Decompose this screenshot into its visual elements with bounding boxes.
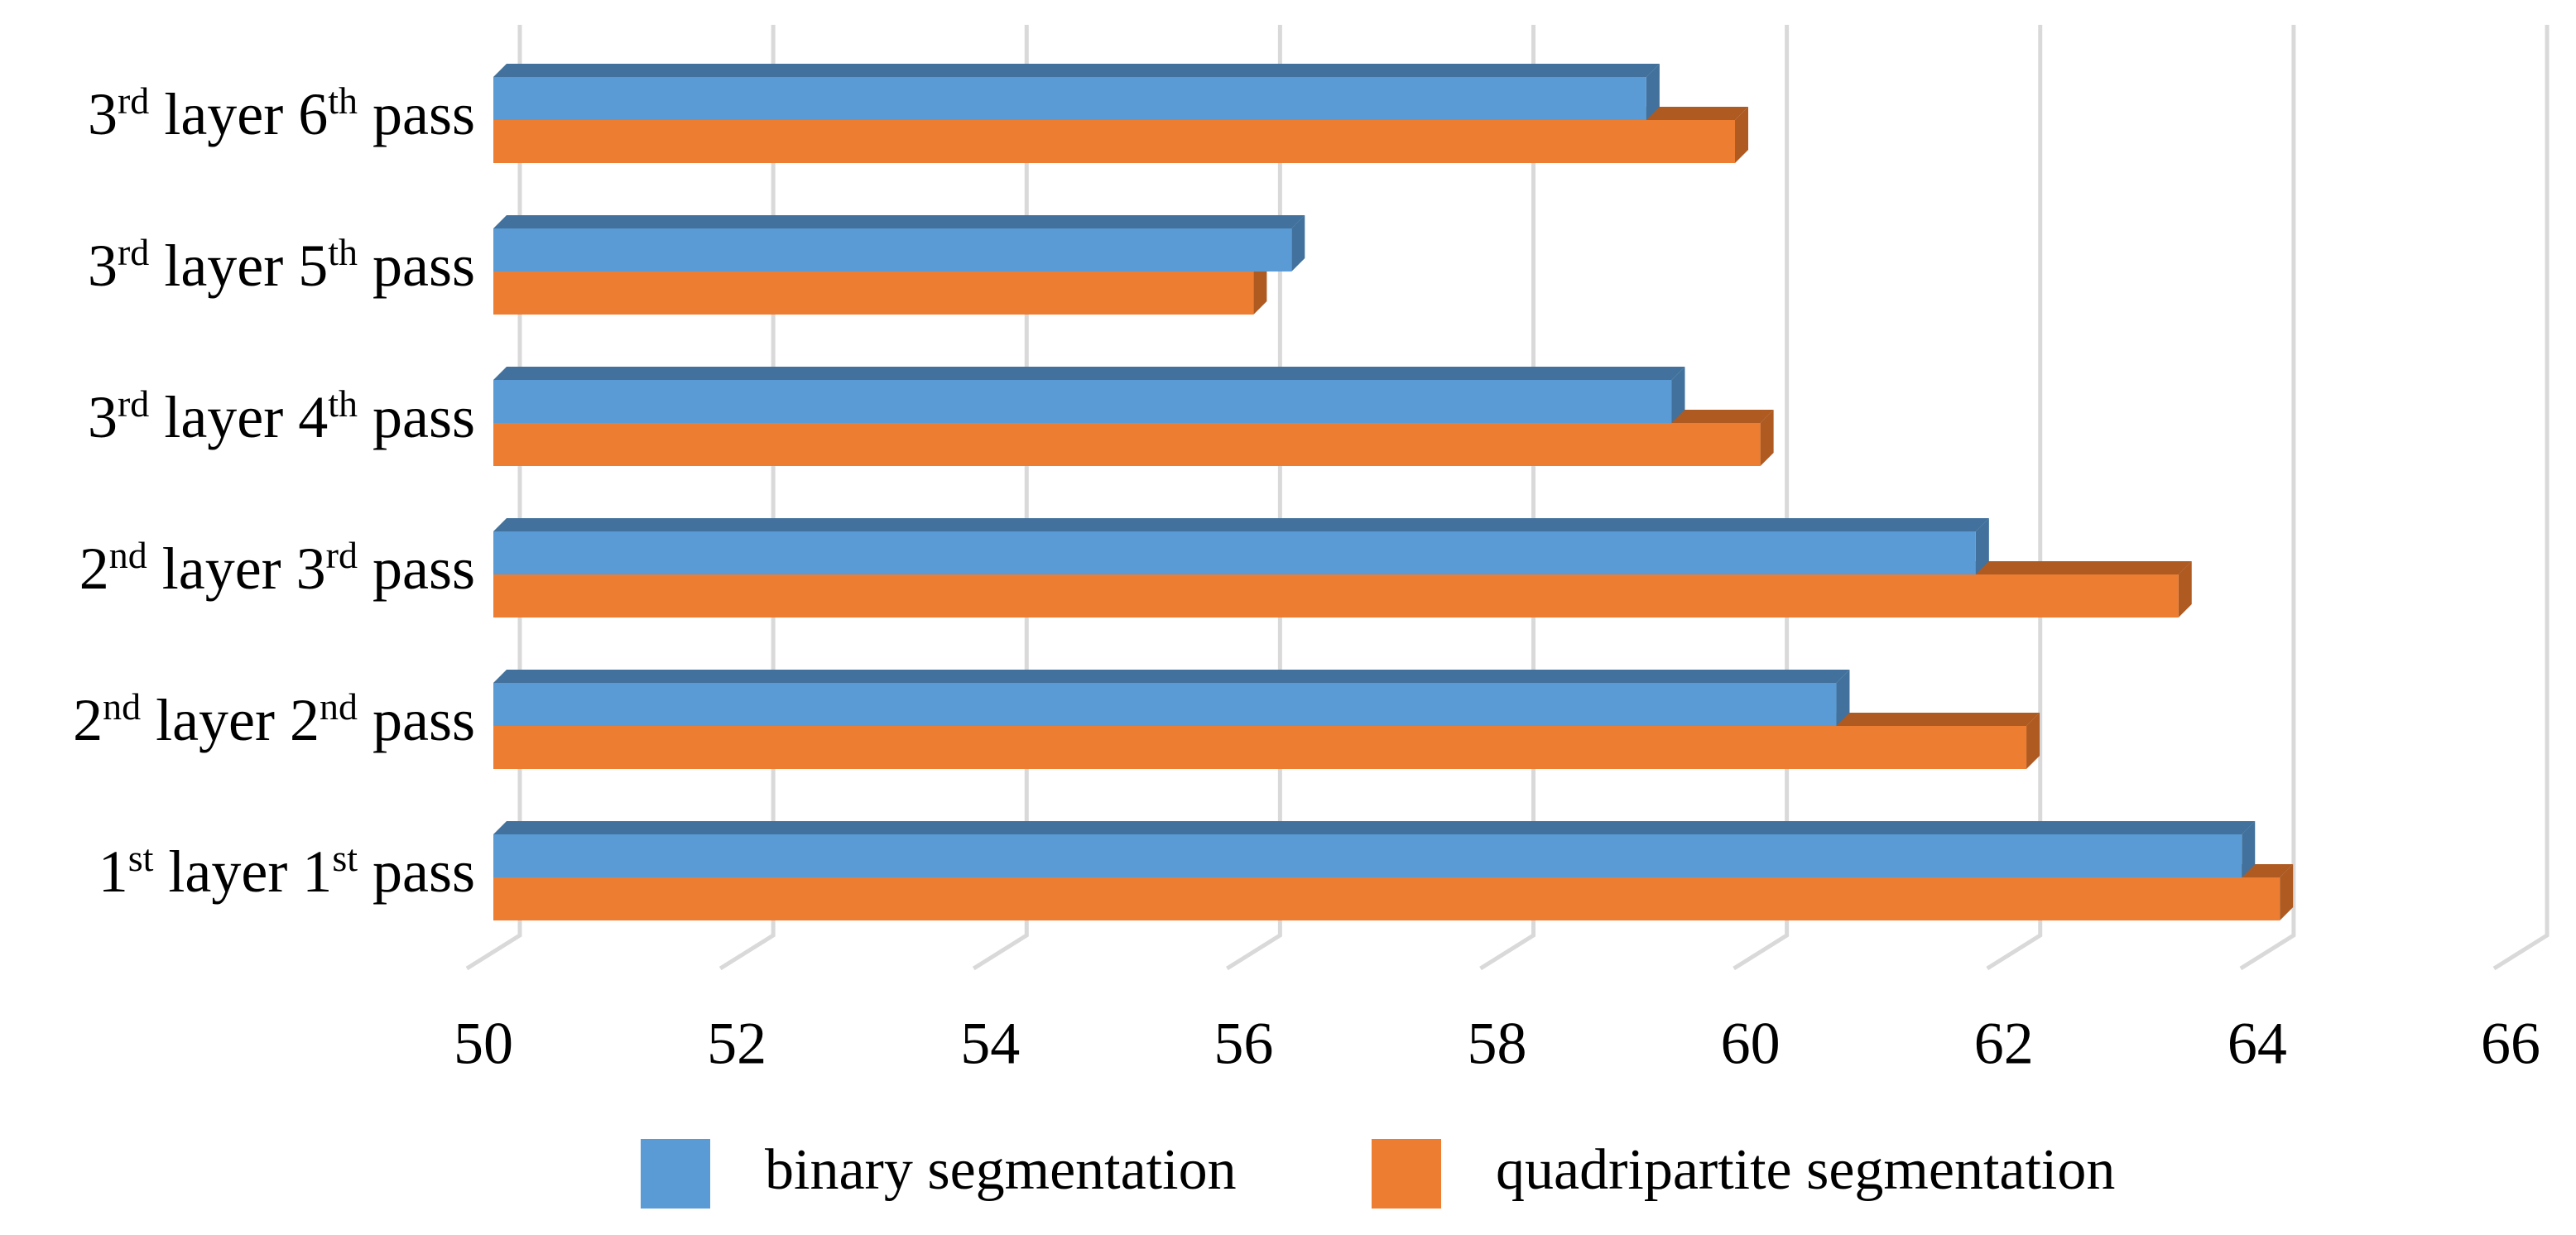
- legend-label: binary segmentation: [765, 1138, 1237, 1202]
- bar-side: [2280, 864, 2294, 920]
- bar: [493, 574, 2179, 618]
- grid-line: [718, 25, 776, 971]
- grid-line: [2492, 25, 2550, 971]
- category-label: 2nd layer 3rd pass: [79, 534, 475, 601]
- bar-side: [2026, 713, 2040, 769]
- x-tick-label: 58: [1468, 1011, 1527, 1077]
- bar: [493, 877, 2280, 920]
- bar: [493, 726, 2027, 769]
- grid-line: [2239, 25, 2296, 971]
- bar: [493, 380, 1672, 423]
- bar-side: [1760, 410, 1774, 466]
- grid-line: [1226, 25, 1282, 971]
- bar: [493, 531, 1976, 574]
- bar: [493, 120, 1736, 163]
- bar-side: [1735, 107, 1749, 163]
- category-label: 3rd layer 5th pass: [88, 231, 475, 298]
- bar-top: [493, 518, 1989, 531]
- legend-label: quadripartite segmentation: [1496, 1138, 2115, 1202]
- bar: [493, 423, 1761, 466]
- bar-side: [2178, 561, 2192, 618]
- bar-top: [493, 367, 1685, 380]
- x-tick-label: 64: [2228, 1011, 2287, 1077]
- x-tick-label: 60: [1721, 1011, 1781, 1077]
- x-tick-label: 56: [1214, 1011, 1273, 1077]
- bar: [493, 834, 2242, 877]
- x-tick-label: 66: [2481, 1011, 2540, 1077]
- bar-top: [493, 670, 1850, 683]
- bar: [493, 683, 1837, 726]
- bar-side: [1646, 64, 1660, 120]
- x-tick-label: 62: [1974, 1011, 2034, 1077]
- legend-swatch: [641, 1139, 710, 1209]
- bar-side: [1253, 258, 1267, 315]
- category-label: 3rd layer 6th pass: [88, 79, 475, 147]
- category-label: 1st layer 1st pass: [99, 837, 475, 904]
- bar: [493, 272, 1254, 315]
- bar-side: [1975, 518, 1989, 574]
- bar: [493, 77, 1646, 120]
- x-tick-label: 52: [707, 1011, 767, 1077]
- grid-line: [1733, 25, 1790, 971]
- bar: [493, 228, 1292, 272]
- legend-swatch: [1372, 1139, 1441, 1209]
- bar-top: [493, 821, 2256, 834]
- bar-side: [1291, 215, 1305, 272]
- grid-line: [1479, 25, 1536, 971]
- category-label: 2nd layer 2nd pass: [73, 685, 475, 752]
- x-tick-label: 50: [454, 1011, 513, 1077]
- bar-side: [1671, 367, 1685, 423]
- category-label: 3rd layer 4th pass: [88, 382, 475, 449]
- bar-top: [493, 215, 1305, 228]
- bar-side: [2242, 821, 2256, 877]
- grid-line: [1986, 25, 2043, 971]
- x-tick-label: 54: [960, 1011, 1020, 1077]
- grid-line: [465, 25, 522, 971]
- bar-side: [1836, 670, 1850, 726]
- bar-top: [493, 64, 1660, 77]
- grid-line: [972, 25, 1029, 971]
